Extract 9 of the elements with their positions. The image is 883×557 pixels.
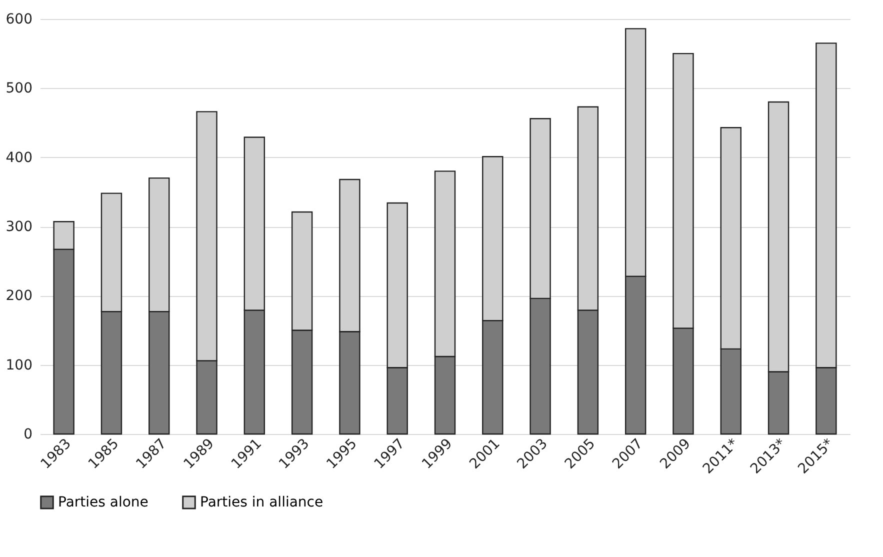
- y-tick-label: 100: [6, 357, 32, 374]
- legend-label: Parties in alliance: [200, 494, 324, 510]
- y-tick-label: 300: [6, 219, 32, 235]
- y-tick-label: 500: [6, 80, 32, 97]
- y-tick-label: 600: [6, 12, 32, 28]
- y-tick-label: 400: [6, 150, 32, 166]
- legend-label: Parties alone: [58, 494, 148, 510]
- y-tick-label: 200: [6, 288, 32, 304]
- y-tick-label: 0: [24, 426, 32, 442]
